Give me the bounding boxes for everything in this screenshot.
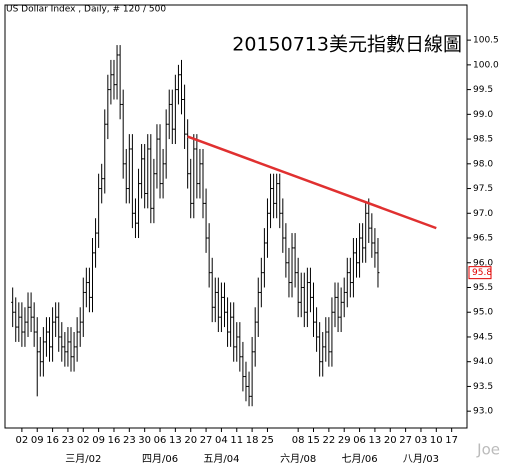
x-tick-label: 02: [77, 435, 90, 446]
month-label: 四月/06: [142, 453, 178, 465]
month-label: 七月/06: [342, 453, 378, 465]
x-tick-label: 15: [307, 435, 320, 446]
y-tick-label: 99.5: [473, 85, 493, 95]
watermark: Joe: [476, 441, 500, 459]
x-tick-label: 10: [430, 435, 443, 446]
x-tick-label: 27: [399, 435, 412, 446]
x-tick-label: 25: [261, 435, 274, 446]
month-label: 三月/02: [65, 453, 101, 465]
y-tick-label: 96.0: [473, 258, 493, 268]
y-tick-label: 98.5: [473, 135, 493, 145]
month-label: 五月/04: [203, 453, 239, 465]
x-tick-label: 04: [215, 435, 228, 446]
y-tick-label: 93.5: [473, 382, 493, 392]
y-tick-label: 100.5: [473, 36, 499, 46]
x-tick-label: 27: [200, 435, 213, 446]
y-tick-label: 98.0: [473, 159, 493, 169]
y-tick-label: 95.5: [473, 283, 493, 293]
x-tick-label: 30: [138, 435, 151, 446]
y-tick-label: 96.5: [473, 234, 493, 244]
x-tick-label: 20: [184, 435, 197, 446]
x-tick-label: 29: [338, 435, 351, 446]
y-tick-label: 93.0: [473, 407, 493, 417]
x-tick-label: 23: [62, 435, 75, 446]
x-tick-label: 13: [369, 435, 382, 446]
x-tick-label: 16: [108, 435, 121, 446]
x-tick-label: 08: [292, 435, 305, 446]
trend-line: [187, 135, 437, 230]
chart-title: 20150713美元指數日線圖: [232, 34, 462, 56]
month-label: 八月/03: [403, 453, 439, 465]
x-tick-label: 09: [31, 435, 44, 446]
y-tick-label: 99.0: [473, 110, 493, 120]
x-tick-label: 09: [92, 435, 105, 446]
x-tick-label: 06: [353, 435, 366, 446]
last-price-label: 95.8: [472, 268, 492, 278]
x-tick-label: 20: [384, 435, 397, 446]
x-tick-label: 06: [154, 435, 167, 446]
x-tick-label: 23: [123, 435, 136, 446]
y-tick-label: 97.5: [473, 184, 493, 194]
x-tick-label: 03: [415, 435, 428, 446]
y-tick-label: 94.5: [473, 332, 493, 342]
last-price-box: [468, 266, 492, 280]
y-tick-label: 95.0: [473, 308, 493, 318]
x-tick-label: 17: [445, 435, 458, 446]
month-label: 六月/08: [280, 453, 316, 465]
y-tick-label: 97.0: [473, 209, 493, 219]
x-tick-label: 11: [230, 435, 243, 446]
y-tick-label: 100.0: [473, 60, 499, 70]
plot-frame: [4, 4, 468, 429]
y-tick-label: 94.0: [473, 357, 493, 367]
x-tick-label: 13: [169, 435, 182, 446]
x-tick-label: 16: [46, 435, 59, 446]
chart-header: US Dollar Index , Daily, # 120 / 500: [6, 5, 166, 15]
x-tick-label: 02: [16, 435, 29, 446]
x-tick-label: 18: [246, 435, 259, 446]
x-tick-label: 22: [322, 435, 335, 446]
